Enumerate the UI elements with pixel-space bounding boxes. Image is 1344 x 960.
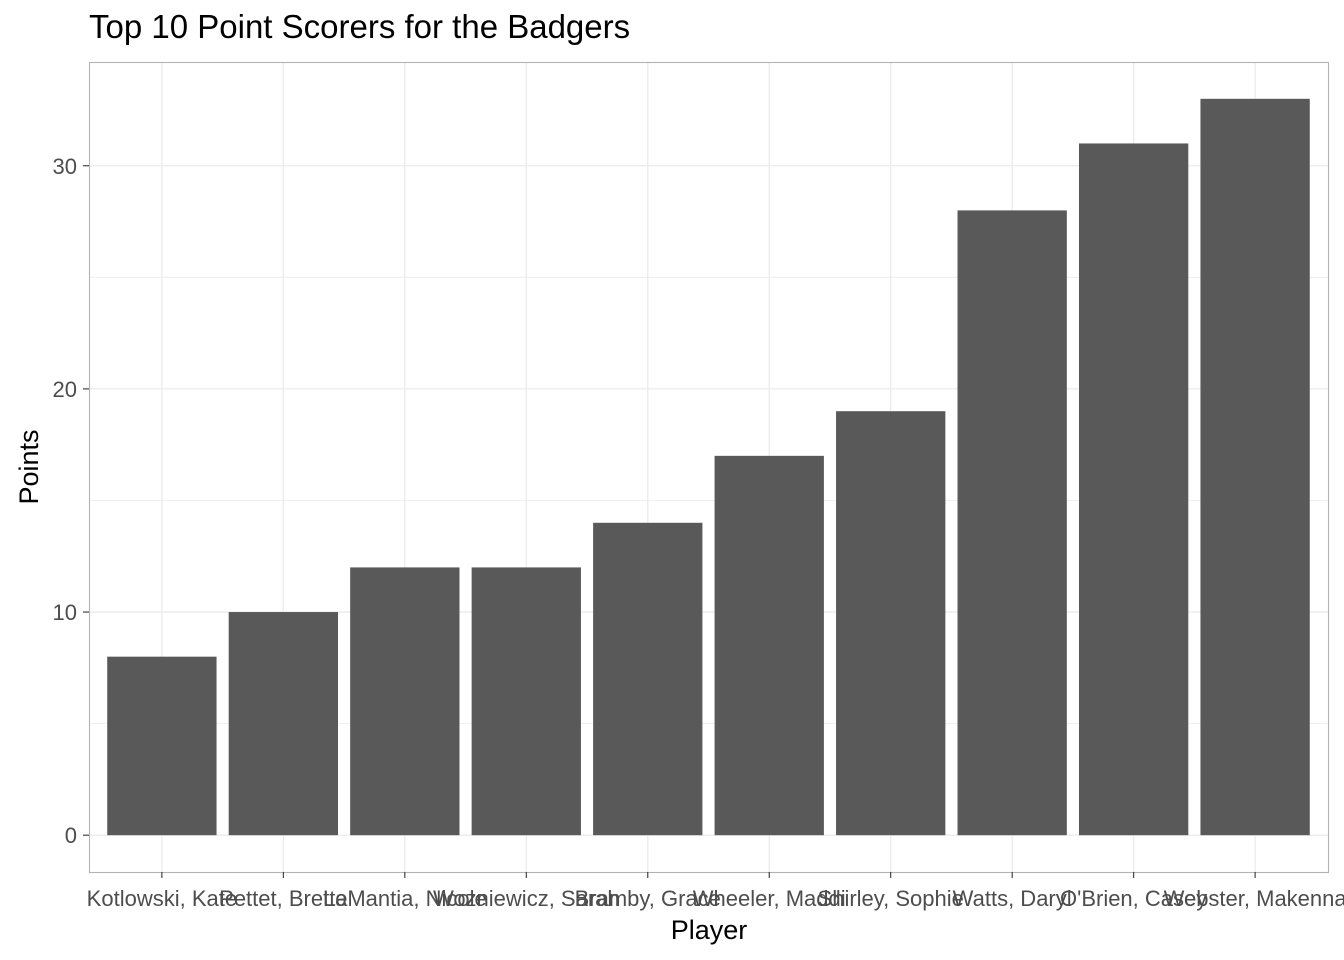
bar: [1200, 98, 1310, 836]
x-tick-label: Wheeler, Maddi: [693, 886, 846, 911]
y-tick-label: 10: [53, 600, 77, 625]
bar: [228, 612, 339, 836]
bar: [471, 567, 581, 836]
x-axis-title: Player: [671, 915, 748, 945]
bar: [1078, 143, 1189, 836]
x-tick-label: Watts, Daryl: [953, 886, 1072, 911]
y-tick-label: 0: [65, 823, 77, 848]
x-tick-label: Shirley, Sophie: [818, 886, 964, 911]
y-axis-title: Points: [14, 429, 44, 504]
bar: [107, 656, 217, 836]
y-tick-label: 20: [53, 377, 77, 402]
x-tick-label: Wozniewicz, Sarah: [433, 886, 620, 911]
panel-border: [88, 61, 1330, 874]
chart-title: Top 10 Point Scorers for the Badgers: [89, 8, 631, 45]
bar: [836, 411, 946, 836]
bar: [350, 567, 460, 836]
bar: [593, 522, 703, 836]
y-tick-label: 30: [53, 154, 77, 179]
bars: [107, 98, 1310, 836]
x-tick-label: O'Brien, Casey: [1060, 886, 1207, 911]
x-tick-label: Kotlowski, Kate: [87, 886, 237, 911]
x-tick-label: LaMantia, Nicole: [323, 886, 487, 911]
bar: [957, 210, 1067, 836]
x-tick-label: Pettet, Brette: [219, 886, 347, 911]
y-axis-ticks: 0 10 20 30: [53, 154, 89, 848]
x-tick-label: Bramby, Grace: [575, 886, 721, 911]
bar: [714, 455, 824, 836]
x-tick-label: Webster, Makenna: [1164, 886, 1344, 911]
